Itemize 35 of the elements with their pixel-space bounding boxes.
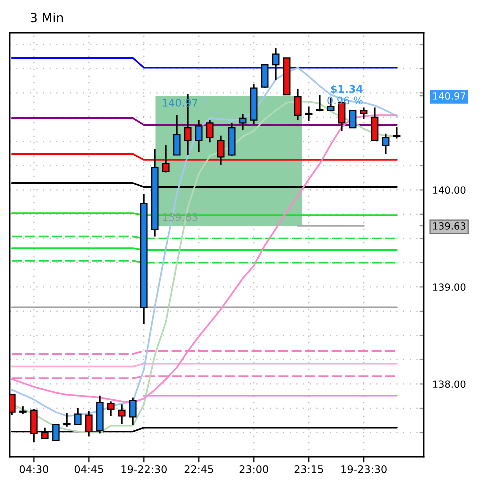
candlestick	[239, 114, 247, 131]
y-tick-label: 138.00	[433, 380, 466, 388]
candlestick	[349, 110, 357, 129]
candlestick	[162, 144, 170, 174]
candlestick	[74, 408, 82, 426]
candlestick	[371, 107, 379, 142]
candlestick	[118, 404, 126, 425]
x-tick-label: 04:45	[74, 466, 104, 474]
annotation: $1.34	[331, 85, 363, 94]
x-tick-label: 22:45	[184, 466, 214, 474]
x-tick-label: 23:15	[294, 466, 324, 474]
y-tick-label: 139.63	[433, 222, 466, 230]
candlestick	[272, 48, 280, 82]
x-tick-label: 04:30	[20, 466, 49, 474]
candlestick	[294, 88, 302, 122]
candlestick	[360, 107, 368, 120]
candlestick	[217, 135, 225, 166]
candlestick	[174, 114, 181, 156]
candlestick	[393, 126, 401, 140]
x-tick-label: 19-23:30	[342, 466, 387, 474]
y-tick-label: 139.00	[433, 284, 466, 292]
y-tick-label: 140.00	[433, 186, 466, 194]
x-tick-label: 23:00	[240, 466, 268, 474]
candlestick	[130, 397, 137, 426]
candlestick	[196, 120, 203, 154]
candlestick	[64, 412, 71, 428]
candlestick	[206, 120, 214, 144]
y-tick-label: 140.97	[433, 92, 466, 100]
chart-title: 3 Min	[30, 12, 64, 23]
candlestick	[261, 64, 269, 89]
candlestick	[316, 94, 324, 112]
x-tick-label: 19-22:30	[122, 466, 167, 474]
candlestick	[305, 106, 313, 122]
candlestick	[382, 133, 390, 155]
candlestick	[108, 401, 115, 417]
